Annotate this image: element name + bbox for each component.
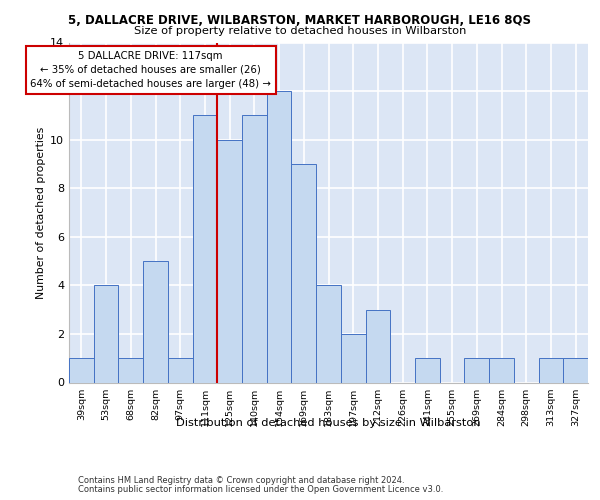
- Text: Size of property relative to detached houses in Wilbarston: Size of property relative to detached ho…: [134, 26, 466, 36]
- Bar: [267, 91, 292, 382]
- Bar: [69, 358, 94, 382]
- Bar: [365, 310, 390, 382]
- Text: 5, DALLACRE DRIVE, WILBARSTON, MARKET HARBOROUGH, LE16 8QS: 5, DALLACRE DRIVE, WILBARSTON, MARKET HA…: [68, 14, 532, 27]
- Bar: [489, 358, 514, 382]
- Text: Contains public sector information licensed under the Open Government Licence v3: Contains public sector information licen…: [78, 485, 443, 494]
- Text: Contains HM Land Registry data © Crown copyright and database right 2024.: Contains HM Land Registry data © Crown c…: [78, 476, 404, 485]
- Bar: [118, 358, 143, 382]
- Bar: [292, 164, 316, 382]
- Text: Distribution of detached houses by size in Wilbarston: Distribution of detached houses by size …: [176, 418, 481, 428]
- Bar: [316, 286, 341, 382]
- Y-axis label: Number of detached properties: Number of detached properties: [36, 126, 46, 298]
- Bar: [168, 358, 193, 382]
- Bar: [563, 358, 588, 382]
- Bar: [341, 334, 365, 382]
- Bar: [193, 116, 217, 382]
- Bar: [242, 116, 267, 382]
- Bar: [94, 286, 118, 382]
- Text: 5 DALLACRE DRIVE: 117sqm
← 35% of detached houses are smaller (26)
64% of semi-d: 5 DALLACRE DRIVE: 117sqm ← 35% of detach…: [30, 51, 271, 89]
- Bar: [464, 358, 489, 382]
- Bar: [217, 140, 242, 382]
- Bar: [415, 358, 440, 382]
- Bar: [143, 261, 168, 382]
- Bar: [539, 358, 563, 382]
